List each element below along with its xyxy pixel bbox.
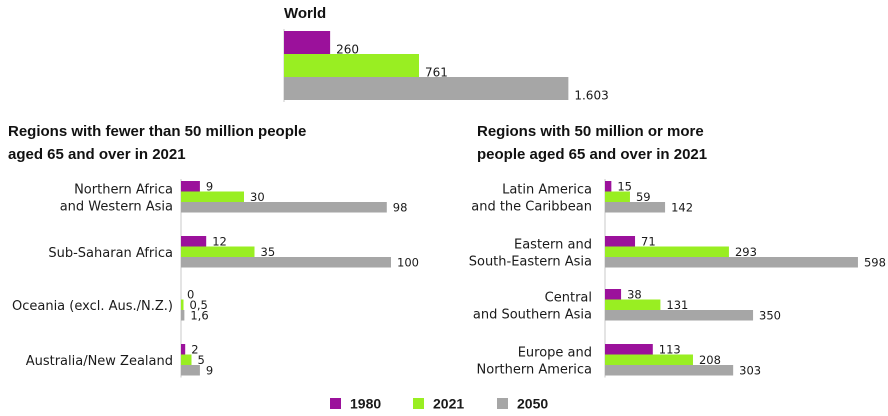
category-label: Oceania (excl. Aus./N.Z.) bbox=[12, 299, 173, 314]
chart-title: people aged 65 and over in 2021 bbox=[477, 146, 707, 163]
data-label: 9 bbox=[206, 179, 213, 193]
legend-swatch-1980 bbox=[330, 398, 341, 409]
bar-2050 bbox=[181, 365, 200, 376]
bar-2050 bbox=[181, 257, 391, 268]
category-label: and Southern Asia bbox=[473, 307, 592, 322]
bar-1980 bbox=[605, 181, 612, 192]
data-label: 1,6 bbox=[190, 308, 208, 322]
data-label: 208 bbox=[699, 353, 721, 367]
legend-label: 2050 bbox=[517, 396, 548, 412]
data-label: 100 bbox=[397, 255, 419, 269]
category-label: Eastern and bbox=[514, 237, 592, 252]
data-label: 9 bbox=[206, 363, 213, 377]
chart-title: World bbox=[284, 5, 326, 22]
data-label: 0 bbox=[187, 287, 194, 301]
data-label: 131 bbox=[666, 298, 688, 312]
category-label: Europe and bbox=[518, 345, 592, 360]
data-label: 303 bbox=[739, 363, 761, 377]
data-label: 5 bbox=[198, 353, 205, 367]
bar-2050 bbox=[605, 310, 754, 321]
category-label: and the Caribbean bbox=[471, 199, 592, 214]
bar-2021 bbox=[181, 354, 192, 365]
data-label: 1.603 bbox=[574, 89, 608, 103]
bar-1980 bbox=[605, 236, 636, 247]
data-label: 35 bbox=[261, 245, 276, 259]
bar-1980 bbox=[181, 236, 207, 247]
data-label: 15 bbox=[617, 179, 632, 193]
data-label: 350 bbox=[759, 308, 781, 322]
data-label: 260 bbox=[336, 43, 359, 57]
category-label: Central bbox=[545, 290, 592, 305]
bar-2050 bbox=[284, 77, 569, 100]
data-label: 293 bbox=[735, 245, 757, 259]
bar-1980 bbox=[605, 289, 622, 300]
data-label: 30 bbox=[250, 190, 265, 204]
data-label: 142 bbox=[671, 200, 693, 214]
bar-1980 bbox=[181, 344, 186, 355]
chart-title: aged 65 and over in 2021 bbox=[8, 146, 186, 163]
data-label: 0,5 bbox=[190, 298, 208, 312]
legend-label: 1980 bbox=[350, 396, 381, 412]
legend-label: 2021 bbox=[433, 396, 464, 412]
bar-2021 bbox=[605, 246, 729, 257]
category-label: Australia/New Zealand bbox=[26, 354, 173, 369]
data-label: 71 bbox=[641, 234, 656, 248]
bar-2050 bbox=[605, 365, 734, 376]
bar-2050 bbox=[181, 202, 387, 213]
bar-1980 bbox=[181, 181, 200, 192]
category-label: South-Eastern Asia bbox=[469, 254, 592, 269]
data-label: 2 bbox=[191, 342, 198, 356]
bar-2050 bbox=[181, 310, 185, 321]
legend-swatch-2050 bbox=[497, 398, 508, 409]
category-label: Latin America bbox=[502, 182, 592, 197]
category-label: and Western Asia bbox=[60, 199, 173, 214]
bar-2021 bbox=[605, 299, 661, 310]
bar-2021 bbox=[605, 191, 630, 202]
data-label: 59 bbox=[636, 190, 651, 204]
data-label: 98 bbox=[393, 200, 408, 214]
data-label: 761 bbox=[425, 66, 448, 80]
bar-1980 bbox=[605, 344, 653, 355]
category-label: Northern America bbox=[477, 362, 592, 377]
bar-2021 bbox=[605, 354, 693, 365]
category-label: Northern Africa bbox=[74, 182, 173, 197]
chart-title: Regions with fewer than 50 million peopl… bbox=[8, 123, 306, 140]
data-label: 598 bbox=[864, 255, 886, 269]
category-label: Sub-Saharan Africa bbox=[48, 246, 173, 261]
bar-2050 bbox=[605, 202, 666, 213]
legend-swatch-2021 bbox=[413, 398, 424, 409]
data-label: 12 bbox=[212, 234, 227, 248]
data-label: 38 bbox=[627, 287, 642, 301]
bar-2021 bbox=[181, 191, 244, 202]
bar-2050 bbox=[605, 257, 858, 268]
bar-1980 bbox=[284, 31, 331, 54]
bar-2021 bbox=[181, 246, 255, 257]
bar-2021 bbox=[284, 54, 420, 77]
bar-2021 bbox=[181, 299, 184, 310]
data-label: 113 bbox=[659, 342, 681, 356]
chart-title: Regions with 50 million or more bbox=[477, 123, 704, 140]
